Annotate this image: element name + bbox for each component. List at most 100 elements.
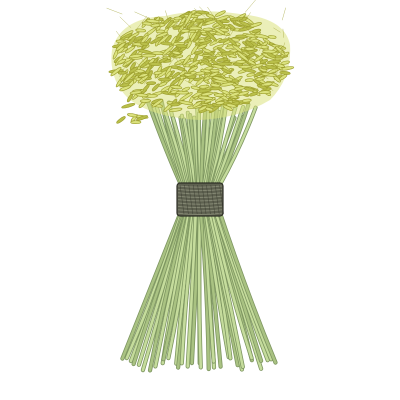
grain-kernel (179, 92, 193, 102)
grain-kernel (151, 98, 164, 108)
grain-kernel (170, 102, 181, 107)
band-twist (192, 184, 198, 215)
grain-awn (258, 39, 267, 52)
grain-awn (206, 71, 212, 87)
grain-kernel (280, 60, 290, 65)
grain-kernel (186, 21, 195, 29)
grain-awn (245, 36, 248, 51)
grain-kernel (169, 107, 183, 112)
grain-kernel (202, 27, 213, 32)
band-thread (177, 209, 223, 212)
stalk-highlight (197, 212, 203, 369)
grain-awn (247, 42, 258, 51)
grain-kernel (166, 19, 174, 28)
grain-kernel (195, 19, 204, 23)
grain-awn (282, 28, 284, 38)
grain-awn (135, 73, 146, 79)
grain-awn (120, 40, 136, 48)
grain-awn (244, 46, 251, 55)
grain-awn (246, 50, 255, 59)
grain-kernel (162, 45, 174, 56)
grain-kernel (151, 51, 164, 56)
grain-kernel (246, 72, 255, 77)
grain-awn (165, 10, 170, 23)
grain-kernel (238, 26, 253, 32)
grain-kernel (137, 75, 149, 84)
grain-kernel (241, 98, 252, 103)
grain-awn (226, 60, 239, 66)
grain-kernel (181, 86, 190, 92)
grain-kernel (220, 51, 235, 56)
grain-kernel (275, 46, 286, 56)
grain-awn (254, 65, 264, 73)
grain-kernel (110, 67, 122, 77)
stalk-highlight (215, 212, 269, 362)
grain-kernel (140, 42, 149, 46)
grain-kernel (153, 70, 163, 75)
grain-kernel (229, 91, 240, 97)
grain-kernel (128, 66, 139, 74)
grain-kernel (212, 76, 227, 82)
grain-kernel (221, 68, 231, 74)
grain-kernel (197, 43, 208, 50)
grain-kernel (209, 86, 222, 91)
grain-kernel (184, 12, 193, 26)
grain-kernel (190, 44, 199, 55)
grain-kernel (145, 19, 160, 24)
grain-awn (244, 0, 256, 13)
grain-kernel (195, 77, 205, 86)
grain-kernel (231, 44, 243, 53)
grain-kernel (259, 59, 268, 64)
grain-kernel (158, 81, 168, 87)
twine-binding-band (176, 182, 224, 217)
grain-awn (134, 11, 150, 19)
grain-kernel (125, 45, 136, 54)
grain-awn (279, 42, 286, 57)
grain-awn (199, 6, 211, 19)
grain-kernel (188, 66, 198, 73)
stalk-highlight (215, 105, 245, 187)
grain-awn (135, 74, 144, 81)
grain-kernel (193, 50, 204, 55)
upper-stalks (145, 98, 258, 187)
grain-kernel (188, 60, 200, 68)
grain-kernel (171, 50, 181, 55)
grain-kernel (241, 67, 257, 73)
grain-kernel (267, 35, 277, 39)
grain-awn (175, 18, 180, 28)
band-thread (177, 192, 223, 195)
grain-awn (273, 27, 281, 33)
band-twist (179, 184, 185, 215)
stalk-highlight (218, 106, 257, 187)
grain-kernel (157, 34, 170, 45)
stalk-highlight (148, 212, 188, 372)
grain-kernel (266, 52, 277, 59)
stalk-highlight (175, 212, 194, 365)
grain-awn (143, 73, 154, 85)
grain-kernel (215, 15, 230, 21)
grain-kernel (158, 77, 172, 82)
grain-awn (106, 7, 123, 15)
band-thread (177, 185, 223, 188)
grain-kernel (216, 57, 229, 62)
grain-kernel (123, 71, 136, 83)
band-twist (210, 184, 216, 215)
grain-kernel (225, 103, 237, 108)
band-thread (177, 212, 223, 215)
grain-kernel (135, 28, 147, 33)
grain-awn (262, 84, 274, 91)
grain-awn (155, 53, 170, 62)
grain-kernel (174, 59, 185, 66)
band-twist (219, 184, 224, 215)
band-twist (184, 184, 189, 215)
stalk-highlight (180, 212, 196, 365)
grain-kernel (170, 85, 183, 90)
grain-kernel (229, 17, 244, 22)
grain-awn (208, 62, 222, 72)
grain-kernel (186, 75, 197, 80)
grain-kernel (267, 67, 280, 74)
grain-kernel (205, 30, 217, 42)
grain-kernel (233, 86, 246, 91)
grain-awn (244, 25, 257, 40)
grain-kernel (119, 85, 131, 92)
